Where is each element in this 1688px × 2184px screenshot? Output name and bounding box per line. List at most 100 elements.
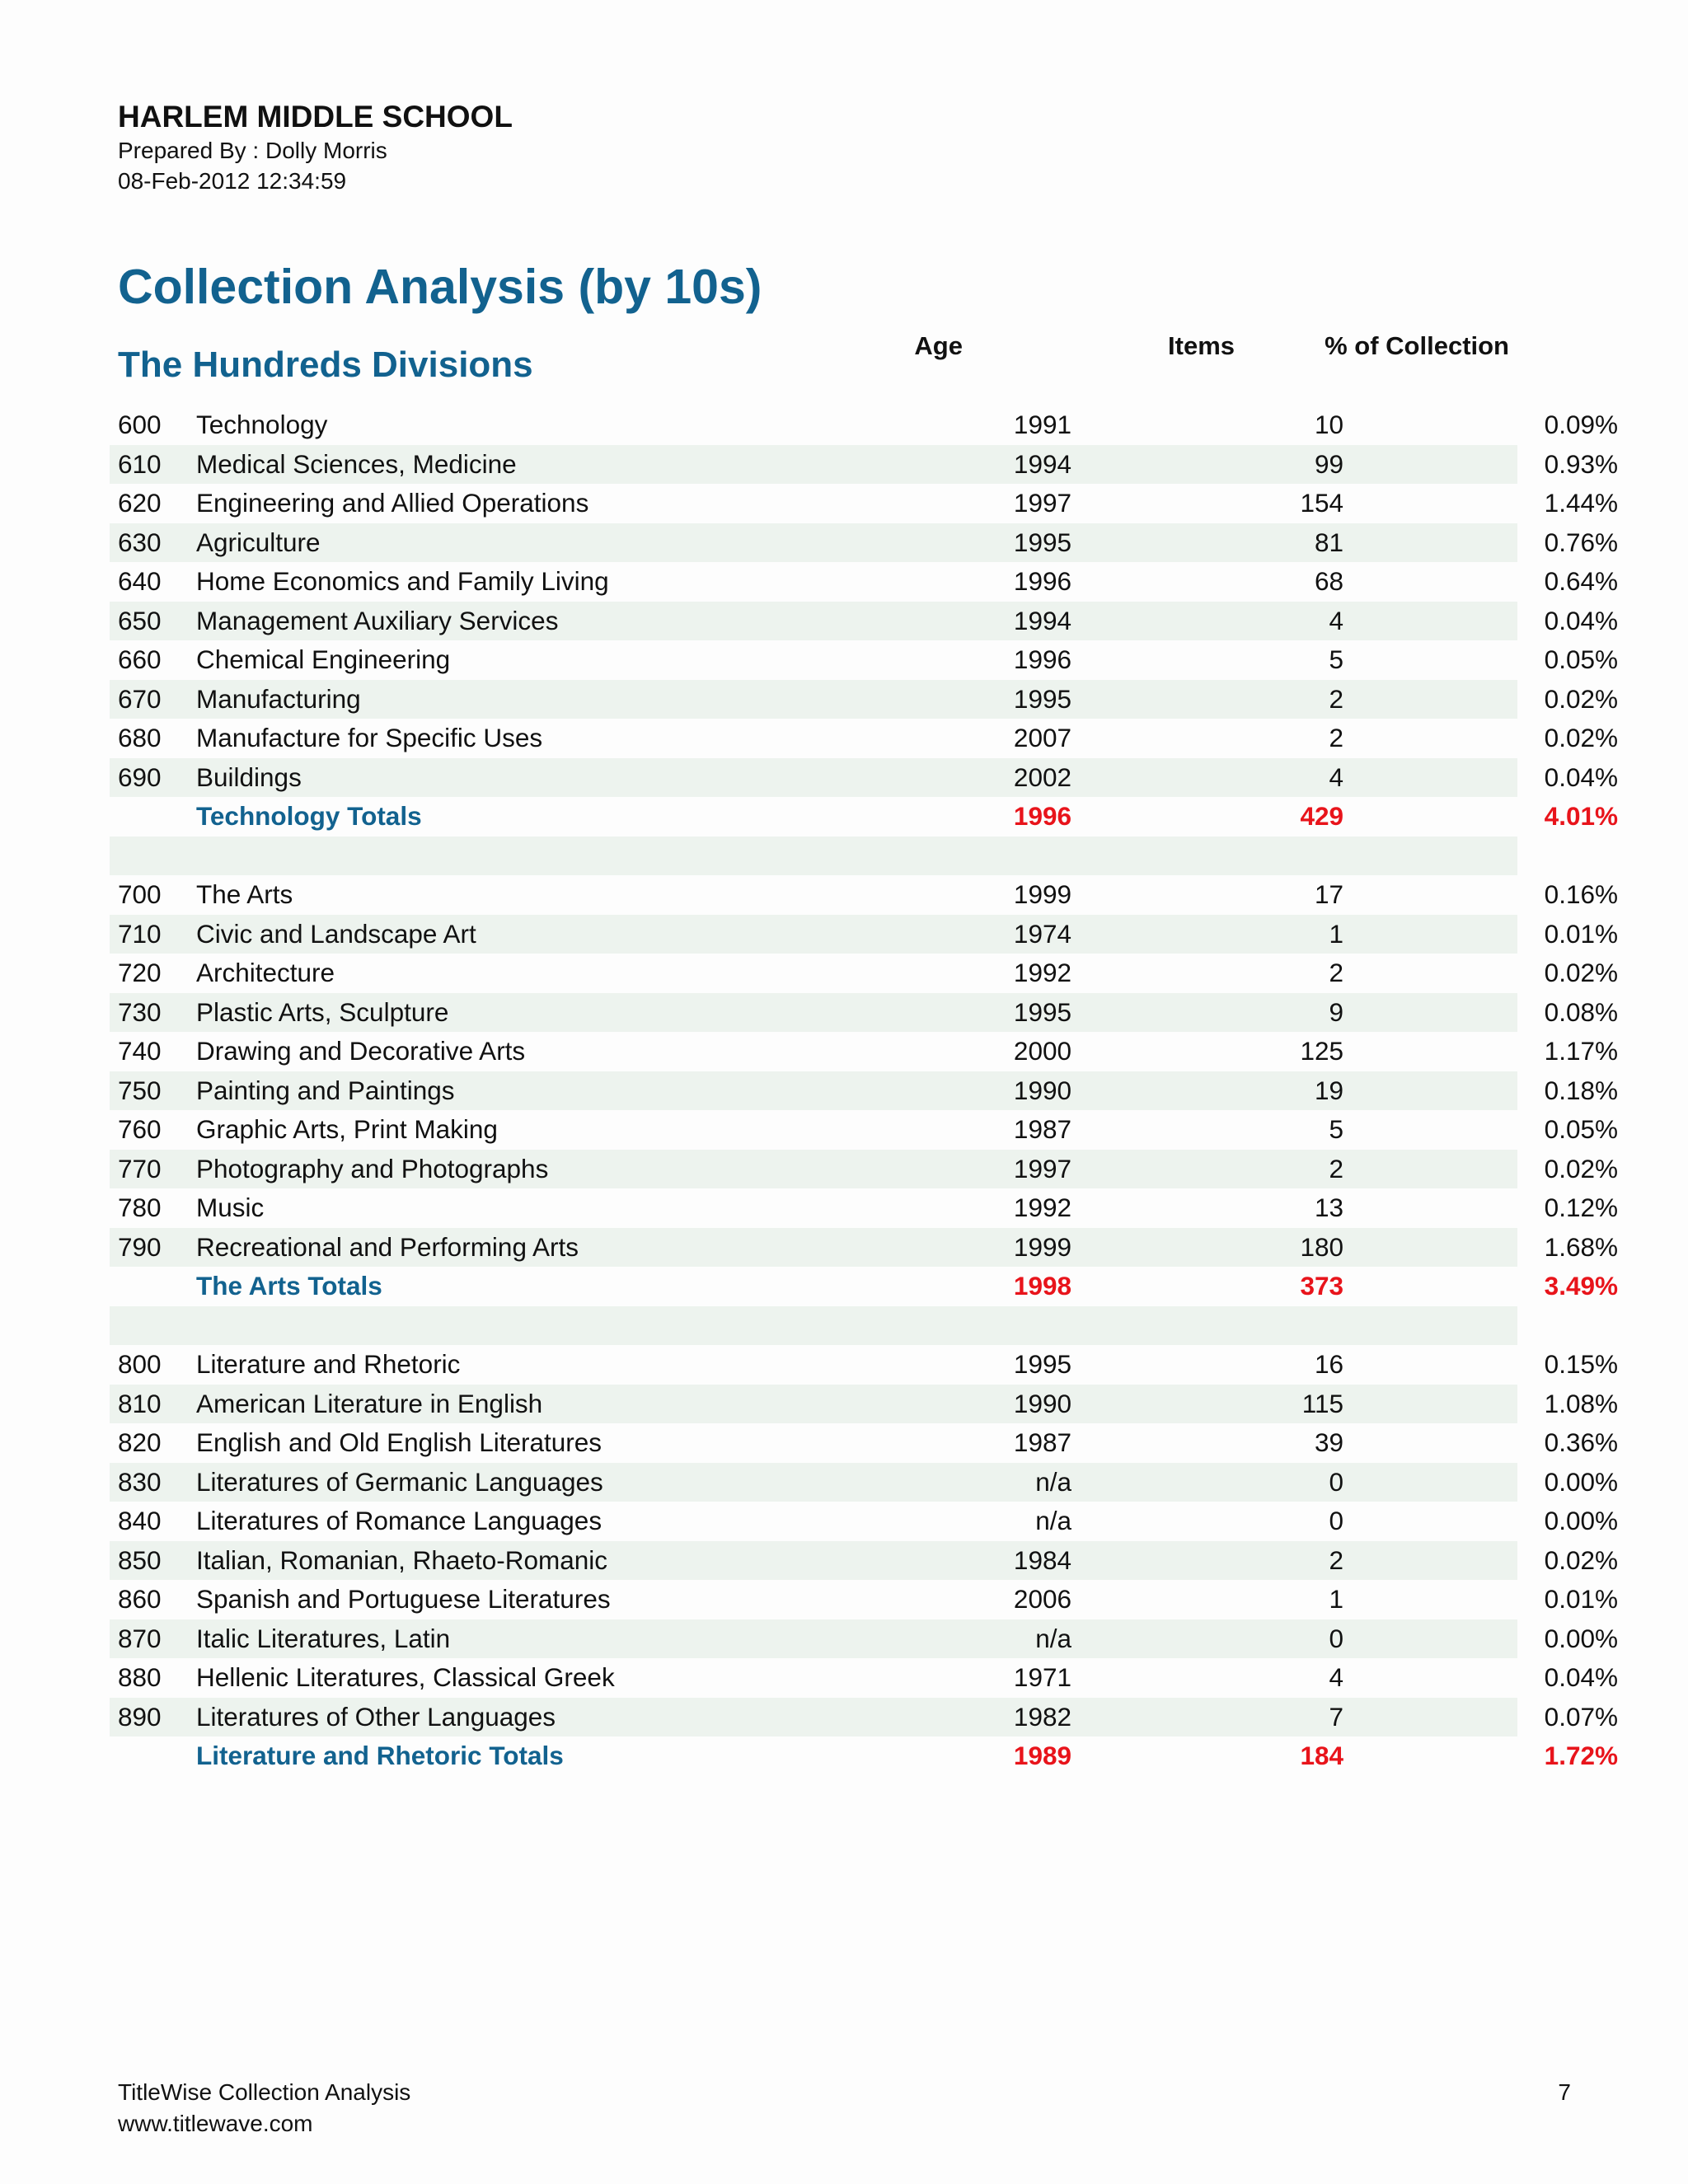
table-row: 720 Architecture 1992 2 0.02%: [110, 954, 1618, 993]
class-name: Civic and Landscape Art: [196, 918, 476, 949]
percent-cell: 1.08%: [1544, 1388, 1618, 1418]
table-row: 770 Photography and Photographs 1997 2 0.02%: [110, 1149, 1618, 1188]
items-cell: 2: [1329, 723, 1343, 752]
age-cell: 1997: [1013, 488, 1071, 518]
table-row: 670 Manufacturing 1995 2 0.02%: [110, 679, 1618, 719]
items-cell: 10: [1314, 410, 1343, 439]
percent-cell: 1.68%: [1544, 1231, 1618, 1262]
items-cell: 0: [1329, 1623, 1343, 1653]
items-cell: 9: [1329, 996, 1343, 1027]
class-name: Technology: [196, 410, 328, 439]
class-code: 720: [118, 958, 162, 987]
spacer-row: [110, 1305, 1517, 1345]
items-cell: 5: [1329, 1114, 1343, 1144]
table-row: 840 Literatures of Romance Languages n/a 0 0…: [110, 1502, 1618, 1541]
percent-cell: 0.02%: [1544, 683, 1618, 714]
age-cell: 1995: [1013, 527, 1071, 557]
age-cell: 1995: [1013, 683, 1071, 714]
school-name: HARLEM MIDDLE SCHOOL: [118, 100, 513, 134]
table-row: 830 Literatures of Germanic Languages n/a 0…: [110, 1462, 1618, 1502]
percent-cell: 0.93%: [1544, 448, 1618, 479]
table-row: 850 Italian, Romanian, Rhaeto-Romanic 1984…: [110, 1540, 1618, 1580]
class-code: 600: [118, 410, 162, 439]
percent-cell: 3.49%: [1544, 1271, 1618, 1301]
table-row: 700 The Arts 1999 17 0.16%: [110, 875, 1618, 915]
percent-cell: 0.02%: [1544, 1153, 1618, 1183]
class-name: Literatures of Germanic Languages: [196, 1466, 603, 1497]
class-code: 790: [118, 1231, 162, 1262]
class-code: 640: [118, 566, 162, 596]
class-name: Italic Literatures, Latin: [196, 1623, 451, 1653]
items-cell: 5: [1329, 644, 1343, 674]
items-cell: 81: [1314, 527, 1343, 557]
items-cell: 2: [1329, 683, 1343, 714]
table-row: 730 Plastic Arts, Sculpture 1995 9 0.08%: [110, 992, 1618, 1032]
percent-cell: 0.36%: [1544, 1427, 1618, 1457]
table-row: 870 Italic Literatures, Latin n/a 0 0.00%: [110, 1619, 1618, 1658]
class-name: The Arts: [196, 879, 293, 909]
footer-url: www.titlewave.com: [118, 2111, 313, 2136]
age-cell: 1991: [1013, 410, 1071, 439]
spacer-row: [110, 836, 1517, 875]
class-name: Manufacture for Specific Uses: [196, 723, 543, 752]
items-cell: 68: [1314, 566, 1343, 596]
totals-row: Literature and Rhetoric Totals 1989 184 1.7…: [110, 1736, 1618, 1776]
class-code: 770: [118, 1153, 162, 1183]
column-header-age: Age: [914, 331, 963, 360]
report-datetime: 08-Feb-2012 12:34:59: [118, 168, 347, 194]
table-row: 650 Management Auxiliary Services 1994 4 0.0…: [110, 601, 1618, 640]
class-code: 750: [118, 1075, 162, 1105]
class-code: 860: [118, 1584, 162, 1614]
age-cell: 1987: [1013, 1427, 1071, 1457]
age-cell: 1987: [1013, 1114, 1071, 1144]
items-cell: 4: [1329, 762, 1343, 792]
items-cell: 2: [1329, 1153, 1343, 1183]
age-cell: 2007: [1013, 723, 1071, 752]
table-row: 800 Literature and Rhetoric 1995 16 0.15%: [110, 1345, 1618, 1385]
class-name: Technology Totals: [196, 801, 422, 831]
table-row: 740 Drawing and Decorative Arts 2000 125 1.1…: [110, 1032, 1618, 1071]
class-code: 610: [118, 448, 162, 479]
class-code: 660: [118, 644, 162, 674]
class-code: 700: [118, 879, 162, 909]
percent-cell: 0.00%: [1544, 1466, 1618, 1497]
percent-cell: 0.02%: [1544, 1544, 1618, 1575]
age-cell: 1990: [1013, 1075, 1071, 1105]
class-code: 780: [118, 1193, 162, 1222]
class-name: Literatures of Romance Languages: [196, 1506, 603, 1535]
table-row: 810 American Literature in English 1990 115…: [110, 1384, 1618, 1423]
percent-cell: 0.00%: [1544, 1623, 1618, 1653]
table-row: 890 Literatures of Other Languages 1982 7 0.…: [110, 1697, 1618, 1736]
items-cell: 125: [1300, 1036, 1343, 1066]
percent-cell: 1.17%: [1544, 1036, 1618, 1066]
class-code: 850: [118, 1544, 162, 1575]
percent-cell: 0.08%: [1544, 996, 1618, 1027]
prepared-by: Prepared By : Dolly Morris: [118, 138, 387, 163]
percent-cell: 1.72%: [1544, 1741, 1618, 1770]
class-name: Music: [196, 1193, 265, 1222]
class-name: Spanish and Portuguese Literatures: [196, 1584, 611, 1614]
items-cell: 1: [1329, 918, 1343, 949]
items-cell: 2: [1329, 958, 1343, 987]
table-row: 690 Buildings 2002 4 0.04%: [110, 757, 1618, 797]
items-cell: 39: [1314, 1427, 1343, 1457]
items-cell: 99: [1314, 448, 1343, 479]
percent-cell: 0.12%: [1544, 1193, 1618, 1222]
class-code: 680: [118, 723, 162, 752]
class-name: Management Auxiliary Services: [196, 605, 559, 635]
age-cell: 1997: [1013, 1153, 1071, 1183]
table-row: 750 Painting and Paintings 1990 19 0.18%: [110, 1071, 1618, 1110]
percent-cell: 0.02%: [1544, 958, 1618, 987]
class-name: Manufacturing: [196, 683, 361, 714]
items-cell: 429: [1300, 801, 1343, 831]
table-row: 640 Home Economics and Family Living 1996 6…: [110, 562, 1618, 602]
items-cell: 17: [1314, 879, 1343, 909]
class-name: Architecture: [196, 958, 335, 987]
class-name: Chemical Engineering: [196, 644, 451, 674]
age-cell: 1971: [1013, 1662, 1071, 1692]
percent-cell: 0.05%: [1544, 644, 1618, 674]
table-row: 860 Spanish and Portuguese Literatures 200…: [110, 1580, 1618, 1619]
age-cell: n/a: [1035, 1623, 1071, 1653]
table-row: 760 Graphic Arts, Print Making 1987 5 0.05%: [110, 1110, 1618, 1150]
section-subtitle: The Hundreds Divisions: [118, 344, 533, 385]
